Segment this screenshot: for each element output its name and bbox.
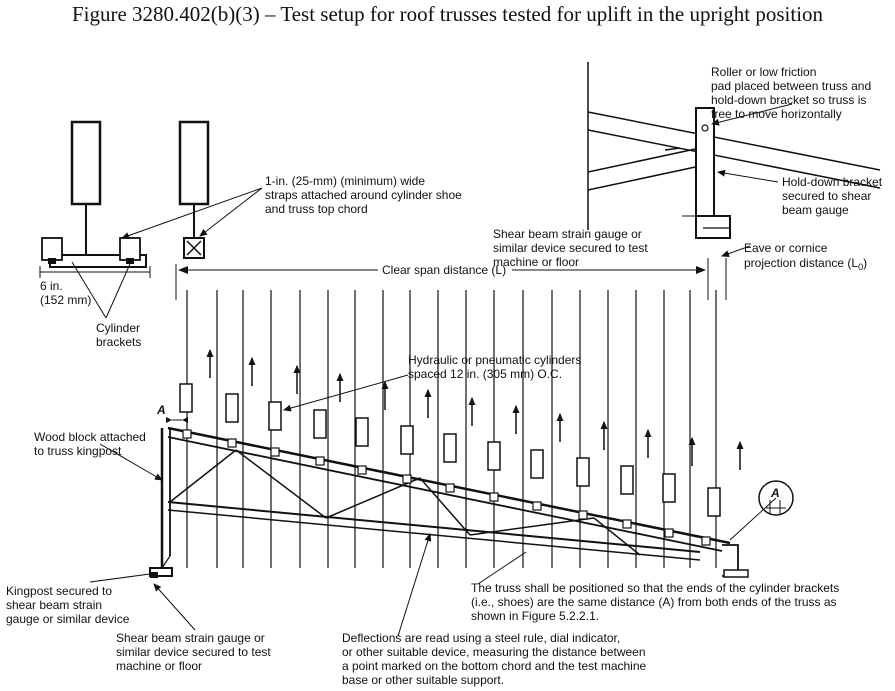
detail-a-label: A: [770, 486, 780, 500]
holddown-label: Hold-down bracket secured to shear beam …: [782, 175, 885, 217]
eave-label: Eave or cornice projection distance (L0): [744, 241, 867, 272]
cylinder-bracket-detail: [39, 120, 210, 278]
shear-bottom-label: Shear beam strain gauge or similar devic…: [116, 631, 274, 673]
deflections-label: Deflections are read using a steel rule,…: [342, 631, 650, 687]
cylinder-shoes: [182, 429, 711, 546]
shear-top-label: Shear beam strain gauge or similar devic…: [493, 227, 651, 269]
cylinder-rods: [186, 290, 717, 568]
labels: Roller or low friction pad placed betwee…: [6, 65, 885, 687]
hold-down-detail: [587, 62, 881, 239]
hydraulic-label: Hydraulic or pneumatic cylinders spaced …: [408, 353, 585, 381]
truss-position-label: The truss shall be positioned so that th…: [471, 581, 843, 623]
kingpost-label: Kingpost secured to shear beam strain ga…: [6, 584, 130, 626]
cylinder-brackets-label: Cylinder brackets: [96, 321, 143, 349]
wood-block-label: Wood block attached to truss kingpost: [34, 430, 149, 458]
dim-a-label: A: [156, 403, 166, 417]
test-frame: [149, 258, 794, 578]
figure-title: Figure 3280.402(b)(3) – Test setup for r…: [71, 2, 824, 26]
leader-lines: [71, 103, 793, 637]
uplift-arrows: [206, 349, 744, 470]
cylinders: [179, 383, 721, 517]
truss: [160, 426, 731, 569]
six-inch-label: 6 in. (152 mm): [40, 279, 91, 307]
straps-label: 1-in. (25-mm) (minimum) wide straps atta…: [265, 174, 465, 216]
clear-span-label: Clear span distance (L): [382, 263, 506, 277]
roller-label: Roller or low friction pad placed betwee…: [711, 65, 874, 121]
